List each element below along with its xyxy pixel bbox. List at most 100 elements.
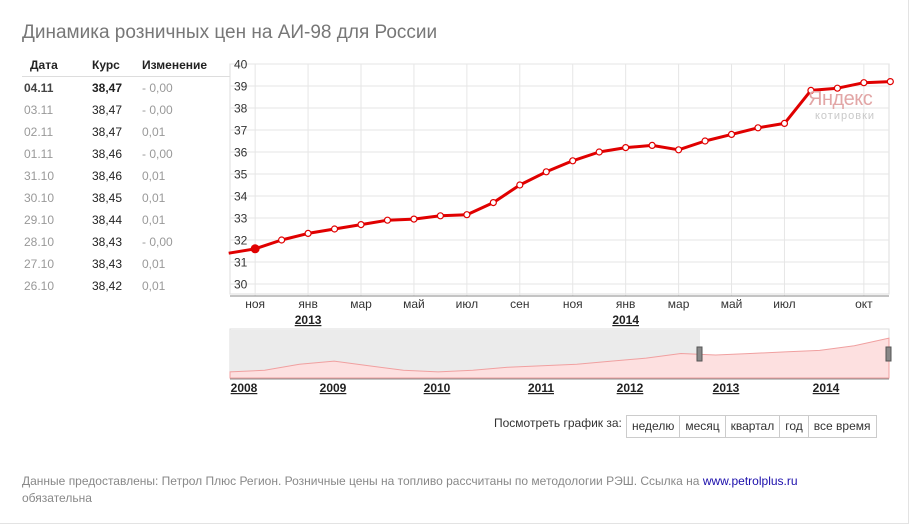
data-point [701, 137, 709, 145]
data-point [304, 229, 312, 237]
row-change: - 0,00 [142, 81, 173, 95]
y-tick-label: 38 [234, 102, 248, 116]
row-date: 26.10 [24, 279, 55, 293]
navigator-handle-right [885, 346, 892, 362]
row-change: 0,01 [142, 169, 166, 183]
x-month-label: янв [616, 297, 636, 311]
price-chart[interactable]: 30 31 32 33 34 35 36 37 38 39 40 ноя янв мар май июл се… [0, 0, 910, 410]
price-series [228, 77, 894, 255]
x-month-label: май [403, 297, 425, 311]
row-change: 0,01 [142, 191, 166, 205]
period-week-button[interactable]: неделю [626, 415, 681, 438]
data-point-highlight [250, 244, 260, 254]
table-header-row: Дата Курс Изменение [22, 54, 230, 77]
data-point [886, 77, 894, 86]
table-row: 04.11 38,47 - 0,00 [22, 77, 230, 100]
petrolplus-link[interactable]: www.petrolplus.ru [702, 474, 798, 488]
row-date: 29.10 [24, 213, 55, 227]
rates-table: Дата Курс Изменение 04.11 38,47- 0,00 03.1… [22, 54, 230, 297]
row-change: 0,01 [142, 257, 166, 271]
data-point [727, 130, 736, 138]
x-month-label: май [721, 297, 743, 311]
table-row: 29.10 38,44 0,01 [22, 209, 230, 231]
row-date: 01.11 [24, 147, 54, 161]
table-row: 26.10 38,42 0,01 [22, 275, 230, 297]
data-point [542, 168, 550, 176]
x-axis-month-labels: ноя янв мар май июл сен ноя янв мар май июл окт [245, 297, 873, 311]
navigator-series [229, 330, 892, 379]
period-all-button[interactable]: все время [807, 415, 877, 438]
row-date: 30.10 [24, 191, 55, 205]
y-tick-label: 35 [234, 168, 248, 182]
data-point [860, 79, 868, 87]
footer-note: Данные предоставлены: Петрол Плюс Регион… [22, 473, 882, 507]
row-value: 38,43 [92, 235, 123, 249]
x-month-label: июл [773, 297, 795, 311]
data-point [754, 124, 762, 132]
row-date: 03.11 [24, 103, 54, 117]
data-point [833, 84, 841, 92]
period-label-text: Посмотреть график за: [494, 416, 622, 430]
x-month-label: мар [668, 297, 690, 311]
x-month-label: окт [855, 297, 873, 311]
vertical-gridlines [254, 64, 865, 296]
row-value: 38,47 [92, 125, 123, 139]
period-label: Посмотреть график за: [494, 416, 625, 430]
navigator-handle-left [696, 346, 703, 362]
data-point [516, 181, 524, 189]
y-tick-label: 30 [234, 278, 248, 292]
row-change: - 0,00 [142, 147, 173, 161]
data-point [569, 157, 577, 165]
y-tick-label: 36 [234, 146, 248, 160]
row-change: - 0,00 [142, 103, 173, 117]
chart-title: Динамика розничных цен на АИ-98 для Росс… [22, 22, 438, 43]
data-point [278, 236, 286, 244]
x-year-label: 2014 [612, 313, 639, 327]
row-value: 38,45 [92, 191, 123, 205]
header-change: Изменение [142, 54, 230, 77]
navigator-year-label: 2008 [231, 381, 258, 395]
navigator-year-label: 2009 [320, 381, 347, 395]
period-quarter-button[interactable]: квартал [724, 415, 781, 438]
table-row: 03.11 38,47 - 0,00 [22, 99, 230, 121]
y-tick-label: 32 [234, 234, 248, 248]
navigator-year-label: 2013 [713, 381, 740, 395]
yandex-sub: котировки [815, 110, 876, 122]
x-month-label: ноя [245, 297, 265, 311]
y-tick-label: 33 [234, 212, 248, 226]
data-point [436, 212, 445, 220]
data-point [383, 216, 392, 224]
data-point [410, 215, 418, 223]
y-tick-label: 39 [234, 80, 248, 94]
period-month-button[interactable]: месяц [679, 415, 726, 438]
x-month-label: сен [510, 297, 529, 311]
header-date: Дата [22, 54, 92, 77]
plot-area [229, 63, 890, 295]
x-axis-year-labels: 2013 2014 [295, 313, 640, 327]
table-row: 28.10 38,43 - 0,00 [22, 231, 230, 253]
data-point [463, 211, 471, 219]
table-row: 01.11 38,46 - 0,00 [22, 143, 230, 165]
series-line [228, 80, 891, 255]
row-value: 38,46 [92, 169, 123, 183]
navigator-year-label: 2014 [813, 381, 840, 395]
data-point [357, 221, 365, 229]
navigator-year-labels: 2008 2009 2010 2011 2012 2013 2014 [231, 381, 840, 395]
x-month-label: мар [350, 297, 372, 311]
data-point [648, 141, 656, 149]
row-change: - 0,00 [142, 235, 173, 249]
yandex-logo: Яндекс [808, 88, 873, 110]
row-date: 02.11 [24, 125, 54, 139]
row-date: 27.10 [24, 257, 55, 271]
horizontal-gridlines [230, 63, 889, 285]
period-buttons: неделю месяц квартал год все время [626, 415, 877, 438]
navigator-area-series [229, 337, 890, 379]
row-value: 38,42 [92, 279, 123, 293]
data-point [622, 144, 630, 152]
row-change: 0,01 [142, 213, 166, 227]
data-point [489, 199, 497, 207]
table-row: 30.10 38,45 0,01 [22, 187, 230, 209]
period-year-button[interactable]: год [779, 415, 809, 438]
row-value: 38,44 [92, 213, 123, 227]
